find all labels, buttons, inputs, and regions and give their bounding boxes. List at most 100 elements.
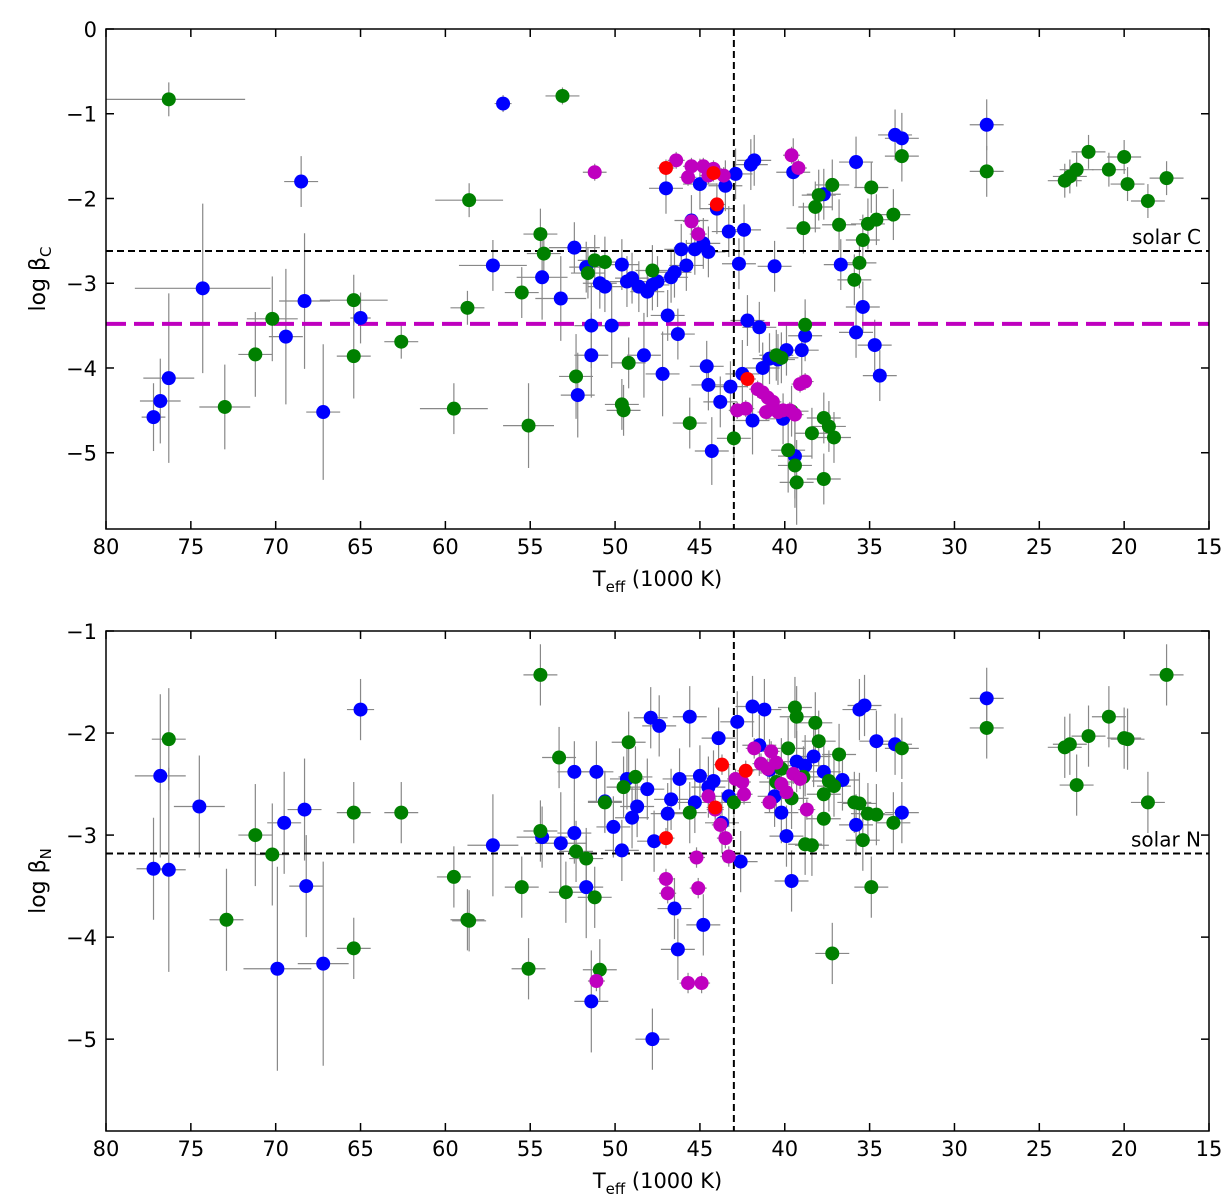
data-point-blue [604, 318, 619, 333]
data-point-magenta [738, 401, 753, 416]
data-point-green [161, 92, 176, 107]
data-point-magenta [681, 976, 696, 991]
x-tick-label: 40 [771, 1137, 798, 1161]
data-point-blue [535, 270, 550, 285]
x-tick-label: 55 [517, 1137, 544, 1161]
data-point-green [621, 735, 636, 750]
data-point-green [514, 285, 529, 300]
data-point-blue [711, 731, 726, 746]
data-point-blue [353, 310, 368, 325]
data-point-blue [745, 699, 760, 714]
y-tick-label: −2 [66, 722, 97, 746]
data-point-green [886, 815, 901, 830]
data-point-magenta [769, 755, 784, 770]
data-point-blue [645, 1032, 660, 1047]
data-point-magenta [691, 881, 706, 896]
data-point-green [219, 912, 234, 927]
data-point-magenta [587, 165, 602, 180]
data-point-green [616, 403, 631, 418]
data-point-blue [855, 299, 870, 314]
data-point-green [1081, 729, 1096, 744]
data-point-blue [833, 257, 848, 272]
data-point-magenta [718, 831, 733, 846]
data-point-green [1062, 737, 1077, 752]
data-point-magenta [784, 148, 799, 163]
data-point-green [462, 913, 477, 928]
data-point-blue [658, 181, 673, 196]
data-point-green [682, 805, 697, 820]
data-point-magenta [779, 785, 794, 800]
data-point-magenta [721, 849, 736, 864]
data-point-blue [979, 117, 994, 132]
plot-area [106, 631, 1209, 1131]
data-point-green [346, 941, 361, 956]
data-point-green [552, 750, 567, 765]
data-point-blue [682, 709, 697, 724]
data-point-green [580, 266, 595, 281]
data-point-magenta [713, 817, 728, 832]
x-tick-label: 70 [262, 1137, 289, 1161]
data-point-blue [584, 318, 599, 333]
x-tick-label: 70 [262, 535, 289, 559]
y-axis-label: log βC [26, 246, 55, 311]
data-point-green [533, 824, 548, 838]
plot-frame [105, 28, 1210, 530]
data-point-green [798, 317, 813, 332]
data-point-magenta [793, 771, 808, 786]
data-point-blue [674, 242, 689, 257]
data-point-green [787, 458, 802, 473]
y-tick-label: −1 [66, 103, 97, 127]
data-point-green [346, 293, 361, 308]
x-tick-label: 30 [941, 1137, 968, 1161]
y-tick-label: −1 [66, 620, 97, 644]
data-point-green [832, 747, 847, 762]
data-point-green [1140, 795, 1155, 810]
data-point-blue [667, 901, 682, 916]
x-tick-label: 35 [856, 1137, 883, 1161]
data-point-green [796, 221, 811, 236]
data-point-green [816, 811, 831, 826]
data-point-blue [146, 410, 161, 425]
data-point-green [579, 851, 594, 866]
data-point-green [521, 961, 536, 976]
data-point-magenta [669, 153, 684, 168]
data-point-green [821, 419, 836, 434]
data-point-green [894, 149, 909, 164]
data-point-green [514, 880, 529, 895]
data-point-green [569, 844, 584, 859]
data-point-blue [294, 174, 309, 189]
data-point-green [855, 233, 870, 248]
data-point-green [1140, 194, 1155, 209]
data-point-green [621, 355, 636, 370]
data-point-blue [606, 819, 621, 834]
x-tick-label: 35 [856, 535, 883, 559]
data-point-blue [740, 313, 755, 328]
data-point-green [852, 255, 867, 270]
x-tick-label: 20 [1111, 1137, 1138, 1161]
data-point-blue [728, 166, 743, 181]
data-point-blue [696, 917, 711, 932]
x-tick-label: 25 [1026, 535, 1053, 559]
data-point-green [774, 350, 789, 365]
x-tick-label: 40 [771, 535, 798, 559]
x-tick-label: 65 [347, 1137, 374, 1161]
y-tick-label: −4 [66, 357, 97, 381]
data-point-green [1101, 162, 1116, 177]
data-point-blue [316, 405, 331, 420]
y-axis-label: log βN [26, 848, 55, 914]
data-point-blue [584, 348, 599, 363]
data-point-magenta [691, 227, 706, 242]
data-point-green [592, 962, 607, 977]
data-point-blue [584, 994, 599, 1009]
x-tick-label: 25 [1026, 1137, 1053, 1161]
y-tick-label: −4 [66, 926, 97, 950]
data-point-green [811, 734, 826, 749]
data-point-blue [297, 802, 312, 817]
data-point-blue [745, 413, 760, 428]
data-point-blue [867, 338, 882, 353]
data-point-green [597, 795, 612, 810]
data-point-blue [278, 329, 293, 344]
data-point-green [394, 805, 409, 820]
data-point-magenta [684, 159, 699, 174]
